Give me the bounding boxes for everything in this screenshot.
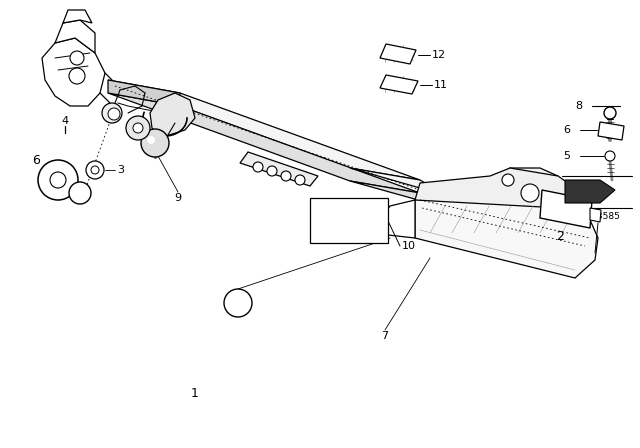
Circle shape bbox=[38, 160, 78, 200]
Polygon shape bbox=[42, 38, 105, 106]
Text: 00203585: 00203585 bbox=[574, 211, 620, 220]
Circle shape bbox=[70, 51, 84, 65]
Circle shape bbox=[147, 136, 155, 144]
Circle shape bbox=[267, 166, 277, 176]
Circle shape bbox=[253, 162, 263, 172]
Circle shape bbox=[108, 108, 120, 120]
Text: 1: 1 bbox=[191, 387, 199, 400]
Circle shape bbox=[91, 166, 99, 174]
Text: 3: 3 bbox=[117, 165, 124, 175]
Polygon shape bbox=[598, 122, 624, 140]
Circle shape bbox=[224, 289, 252, 317]
Polygon shape bbox=[350, 168, 490, 220]
Circle shape bbox=[133, 123, 143, 133]
Polygon shape bbox=[488, 168, 565, 223]
Polygon shape bbox=[380, 75, 418, 94]
Text: 8: 8 bbox=[575, 101, 582, 111]
Polygon shape bbox=[55, 20, 95, 53]
Text: 4: 4 bbox=[61, 116, 68, 126]
Circle shape bbox=[86, 161, 104, 179]
Circle shape bbox=[69, 182, 91, 204]
Polygon shape bbox=[415, 200, 598, 278]
Circle shape bbox=[502, 174, 514, 186]
Polygon shape bbox=[540, 190, 592, 228]
Circle shape bbox=[281, 171, 291, 181]
Polygon shape bbox=[565, 180, 615, 203]
Circle shape bbox=[604, 107, 616, 119]
Text: 8: 8 bbox=[234, 298, 241, 308]
Circle shape bbox=[126, 116, 150, 140]
Circle shape bbox=[69, 68, 85, 84]
Polygon shape bbox=[108, 93, 420, 193]
Circle shape bbox=[50, 172, 66, 188]
Text: 5: 5 bbox=[77, 188, 83, 198]
Text: 7: 7 bbox=[381, 331, 388, 341]
Polygon shape bbox=[380, 200, 415, 238]
Polygon shape bbox=[380, 44, 416, 64]
Circle shape bbox=[141, 129, 169, 157]
Text: 6: 6 bbox=[563, 125, 570, 135]
Polygon shape bbox=[415, 168, 580, 238]
Polygon shape bbox=[350, 181, 490, 232]
Text: 2: 2 bbox=[556, 229, 564, 242]
Polygon shape bbox=[63, 10, 92, 23]
Polygon shape bbox=[240, 152, 318, 186]
Polygon shape bbox=[590, 208, 601, 222]
Polygon shape bbox=[568, 183, 608, 200]
Text: 11: 11 bbox=[434, 80, 448, 90]
Polygon shape bbox=[108, 80, 420, 180]
Text: 9: 9 bbox=[175, 193, 182, 203]
Circle shape bbox=[295, 175, 305, 185]
Circle shape bbox=[605, 151, 615, 161]
Polygon shape bbox=[150, 93, 195, 138]
Circle shape bbox=[102, 103, 122, 123]
Bar bbox=[310, 198, 388, 243]
Text: 10: 10 bbox=[402, 241, 416, 251]
Text: 6: 6 bbox=[32, 154, 40, 167]
Circle shape bbox=[521, 184, 539, 202]
Text: 12: 12 bbox=[432, 50, 446, 60]
Polygon shape bbox=[108, 80, 180, 106]
Text: 5: 5 bbox=[563, 151, 570, 161]
